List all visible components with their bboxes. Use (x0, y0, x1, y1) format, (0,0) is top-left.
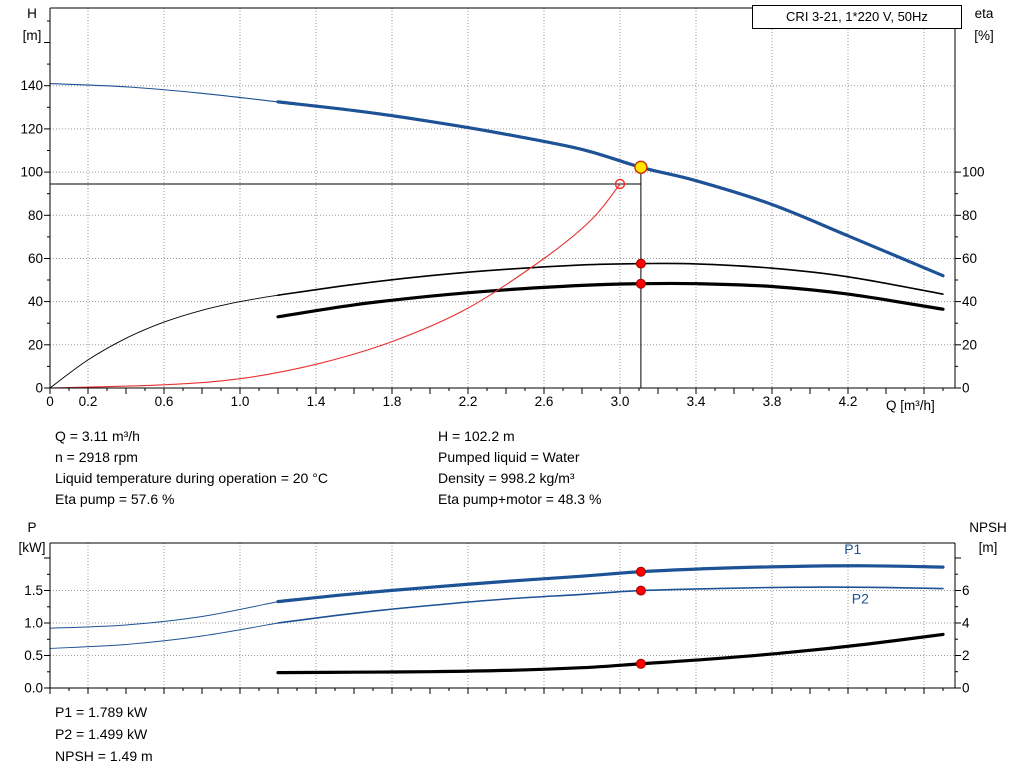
svg-text:80: 80 (962, 208, 977, 223)
p2-curve-extension (49, 622, 279, 649)
left-axis-unit: [m] (23, 28, 42, 43)
p1-point (635, 566, 646, 577)
info-liquid-temperature: Liquid temperature during operation = 20… (55, 470, 328, 486)
p2-point (635, 585, 646, 596)
left-axis-title: H (27, 6, 37, 21)
svg-text:60: 60 (962, 251, 977, 266)
power-chart: 0.0 0.5 1.0 1.5 0 2 4 6 P [kW] NPSH [m] P1 P2 (19, 520, 1007, 696)
svg-text:0: 0 (962, 381, 970, 396)
hq-curve (276, 100, 945, 278)
svg-text:6: 6 (962, 583, 970, 598)
hq-curve-extension (49, 83, 279, 103)
svg-text:0: 0 (35, 381, 43, 396)
svg-text:1.4: 1.4 (307, 394, 326, 409)
svg-text:1.0: 1.0 (24, 616, 43, 631)
eta-pump-extension (49, 294, 279, 389)
p1-curve (276, 564, 945, 604)
svg-text:3.4: 3.4 (687, 394, 706, 409)
duty-point[interactable] (634, 160, 648, 175)
x-axis-title: Q [m³/h] (886, 398, 935, 413)
axes (44, 7, 961, 394)
svg-text:100: 100 (20, 165, 43, 180)
svg-text:40: 40 (962, 294, 977, 309)
power-data-column: P1 = 1.789 kW P2 = 1.499 kW NPSH = 1.49 … (55, 701, 153, 767)
info-flow: Q = 3.11 m³/h (55, 428, 140, 444)
svg-text:140: 140 (20, 78, 43, 93)
svg-text:20: 20 (28, 337, 43, 352)
requested-duty-point (614, 178, 626, 190)
eta-pump-motor-curve (276, 281, 945, 319)
info-p1: P1 = 1.789 kW (55, 704, 148, 720)
grid-layer (50, 8, 955, 388)
right-axis-title: eta (975, 6, 994, 21)
svg-text:0: 0 (962, 681, 970, 696)
svg-text:3.0: 3.0 (611, 394, 630, 409)
svg-text:0.0: 0.0 (24, 681, 43, 696)
axes (44, 542, 961, 694)
info-eta-pump-motor: Eta pump+motor = 48.3 % (438, 491, 602, 507)
operating-data-left-column: Q = 3.11 m³/h n = 2918 rpm Liquid temper… (55, 426, 328, 510)
hq-chart: 0 0.2 0.6 1.0 1.4 1.8 2.2 2.6 3.0 3.4 3.8 4.2 0 20 40 6… (20, 6, 993, 413)
svg-text:1.0: 1.0 (231, 394, 250, 409)
left-axis-unit: [kW] (19, 540, 46, 555)
right-axis-title: NPSH (969, 520, 1007, 535)
duty-crosshair (50, 167, 642, 388)
curve-label-p1: P1 (844, 541, 861, 557)
system-curve (49, 183, 621, 389)
right-axis-unit: [m] (979, 540, 998, 555)
info-density: Density = 998.2 kg/m³ (438, 470, 575, 486)
svg-text:2.6: 2.6 (535, 394, 554, 409)
info-pumped-liquid: Pumped liquid = Water (438, 449, 580, 465)
info-speed: n = 2918 rpm (55, 449, 138, 465)
svg-text:2.2: 2.2 (459, 394, 478, 409)
svg-text:4: 4 (962, 616, 970, 631)
eta-pump-point (635, 258, 646, 269)
right-axis-unit: [%] (974, 28, 994, 43)
p2-curve (277, 586, 944, 624)
svg-text:20: 20 (962, 337, 977, 352)
npsh-point (635, 658, 646, 669)
operating-data-right-column: H = 102.2 m Pumped liquid = Water Densit… (438, 426, 601, 510)
svg-text:0.5: 0.5 (24, 648, 43, 663)
svg-text:60: 60 (28, 251, 43, 266)
curve-label-p2: P2 (852, 591, 869, 607)
svg-text:1.5: 1.5 (24, 583, 43, 598)
svg-text:0.2: 0.2 (79, 394, 98, 409)
eta-pump-motor-point (635, 278, 646, 289)
tick-labels: 0 0.2 0.6 1.0 1.4 1.8 2.2 2.6 3.0 3.4 3.8 4.2 0 20 40 6… (20, 78, 984, 409)
svg-text:0: 0 (46, 394, 54, 409)
svg-text:40: 40 (28, 294, 43, 309)
svg-text:1.8: 1.8 (383, 394, 402, 409)
info-npsh: NPSH = 1.49 m (55, 748, 153, 764)
info-eta-pump: Eta pump = 57.6 % (55, 491, 175, 507)
info-head: H = 102.2 m (438, 428, 515, 444)
tick-labels: 0.0 0.5 1.0 1.5 0 2 4 6 (24, 583, 970, 696)
svg-text:0.6: 0.6 (155, 394, 174, 409)
info-p2: P2 = 1.499 kW (55, 726, 148, 742)
npsh-curve (276, 632, 945, 675)
svg-text:120: 120 (20, 121, 43, 136)
eta-pump-curve (277, 262, 944, 296)
left-axis-title: P (27, 520, 36, 535)
pump-title-box: CRI 3-21, 1*220 V, 50Hz (752, 5, 962, 29)
svg-text:4.2: 4.2 (839, 394, 858, 409)
svg-text:3.8: 3.8 (763, 394, 782, 409)
svg-text:100: 100 (962, 165, 985, 180)
p1-curve-extension (49, 601, 279, 629)
svg-text:2: 2 (962, 648, 970, 663)
svg-text:80: 80 (28, 208, 43, 223)
